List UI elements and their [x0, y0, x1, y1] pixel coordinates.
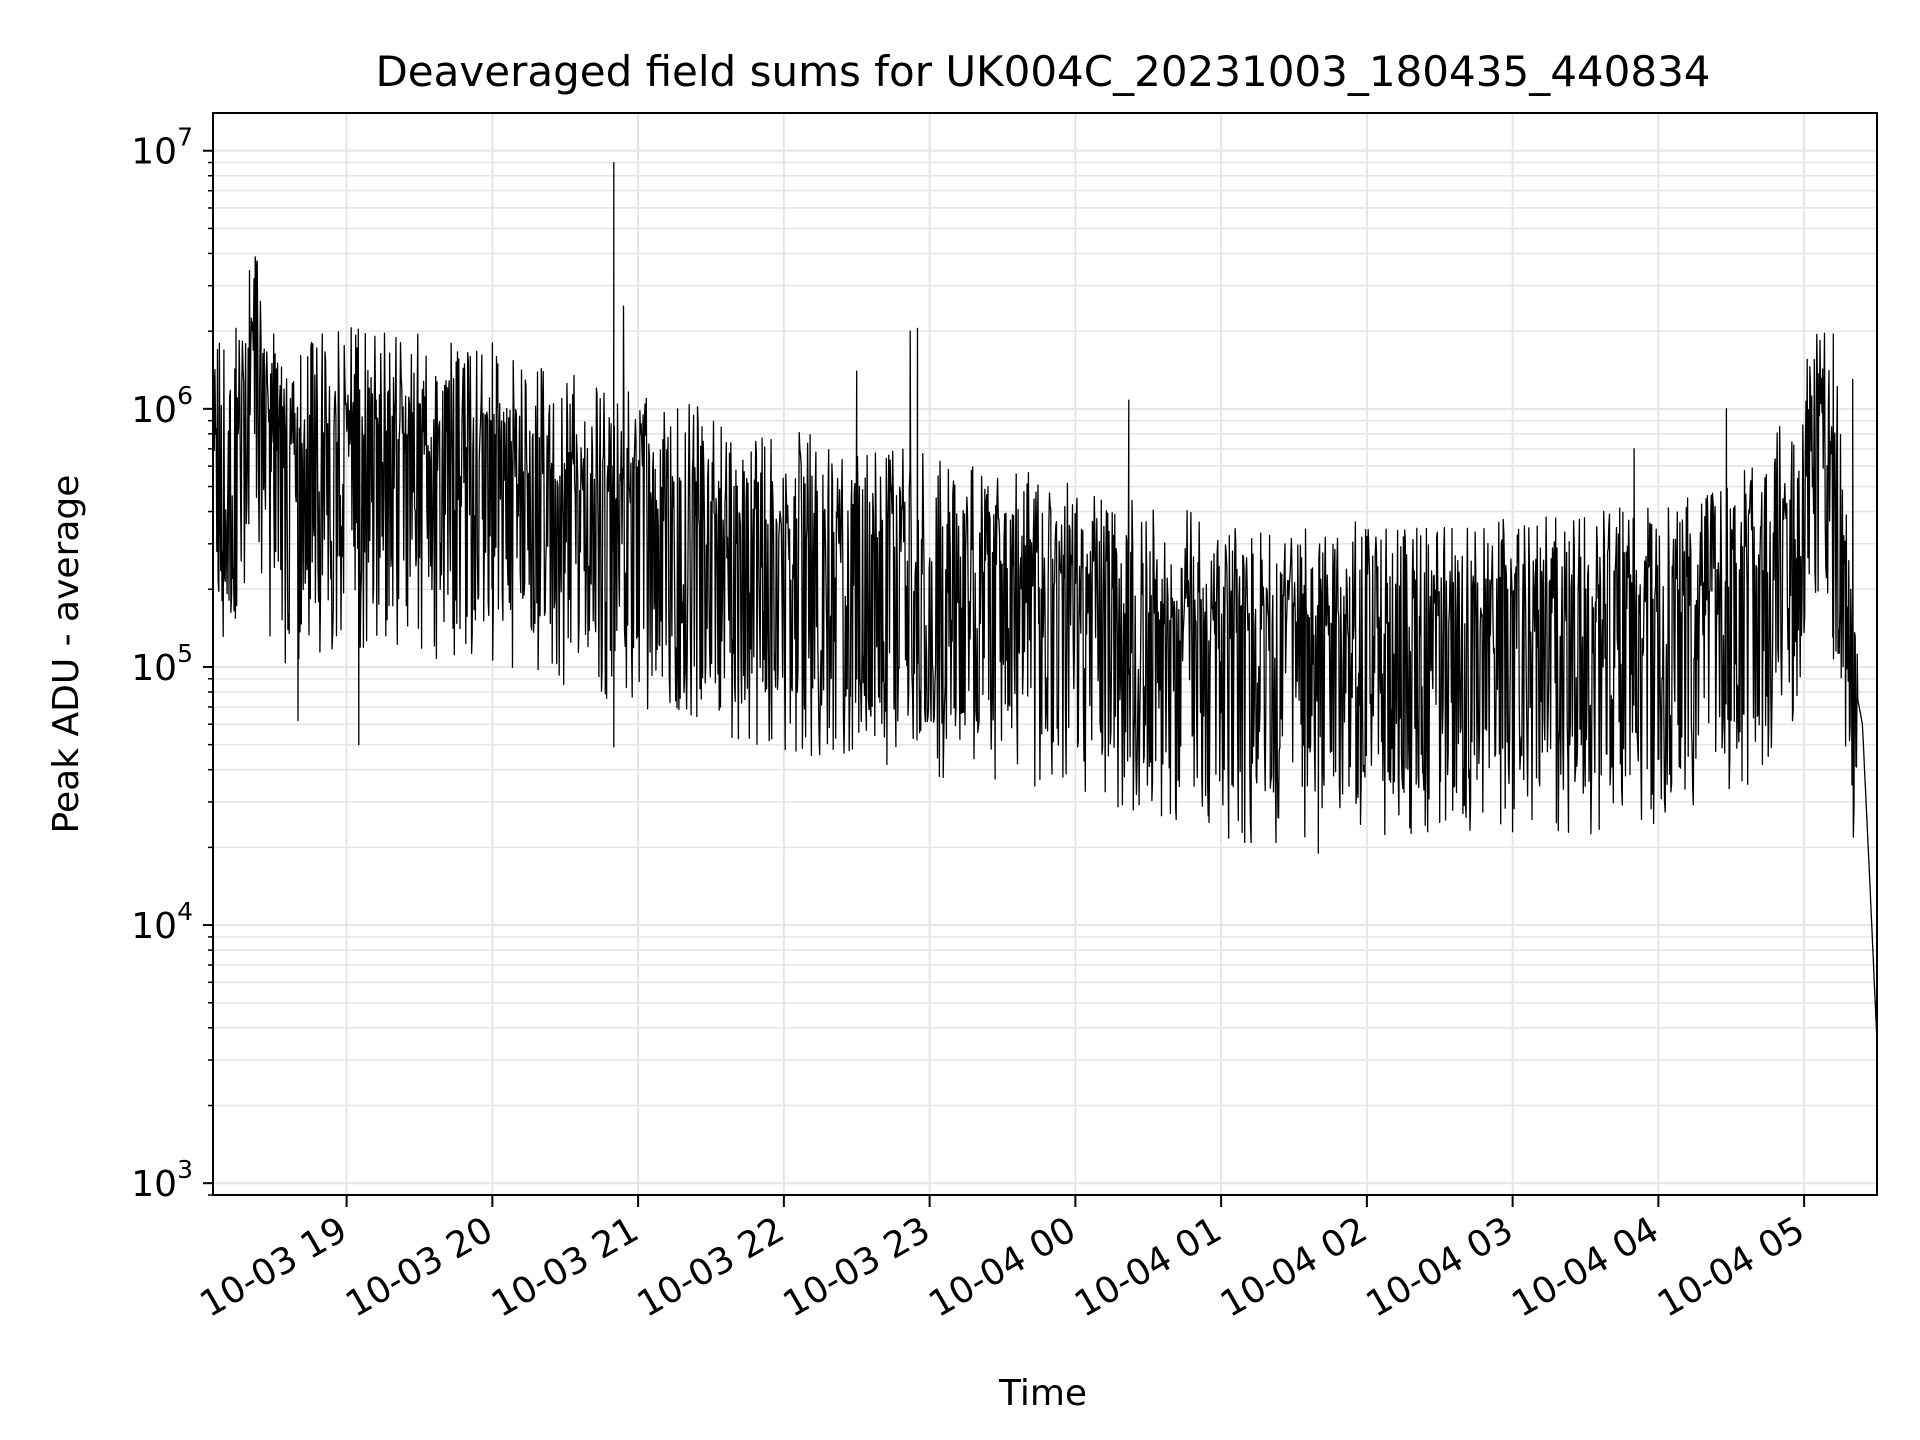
series-line: [212, 161, 1878, 1043]
y-tick-label: 106: [131, 381, 193, 431]
y-tick-label: 104: [131, 897, 193, 947]
y-tick-label: 107: [131, 123, 193, 173]
y-tick-label: 103: [131, 1155, 193, 1205]
chart-title: Deaveraged field sums for UK004C_2023100…: [375, 47, 1710, 96]
y-tick-label: 105: [131, 639, 193, 689]
y-axis: 103 104 105 106 107: [131, 123, 213, 1205]
plot-series: [212, 161, 1878, 1043]
axes-frame: [212, 112, 1878, 1196]
y-axis-label: Peak ADU - average: [46, 475, 87, 834]
x-axis-label: Time: [998, 1373, 1087, 1414]
